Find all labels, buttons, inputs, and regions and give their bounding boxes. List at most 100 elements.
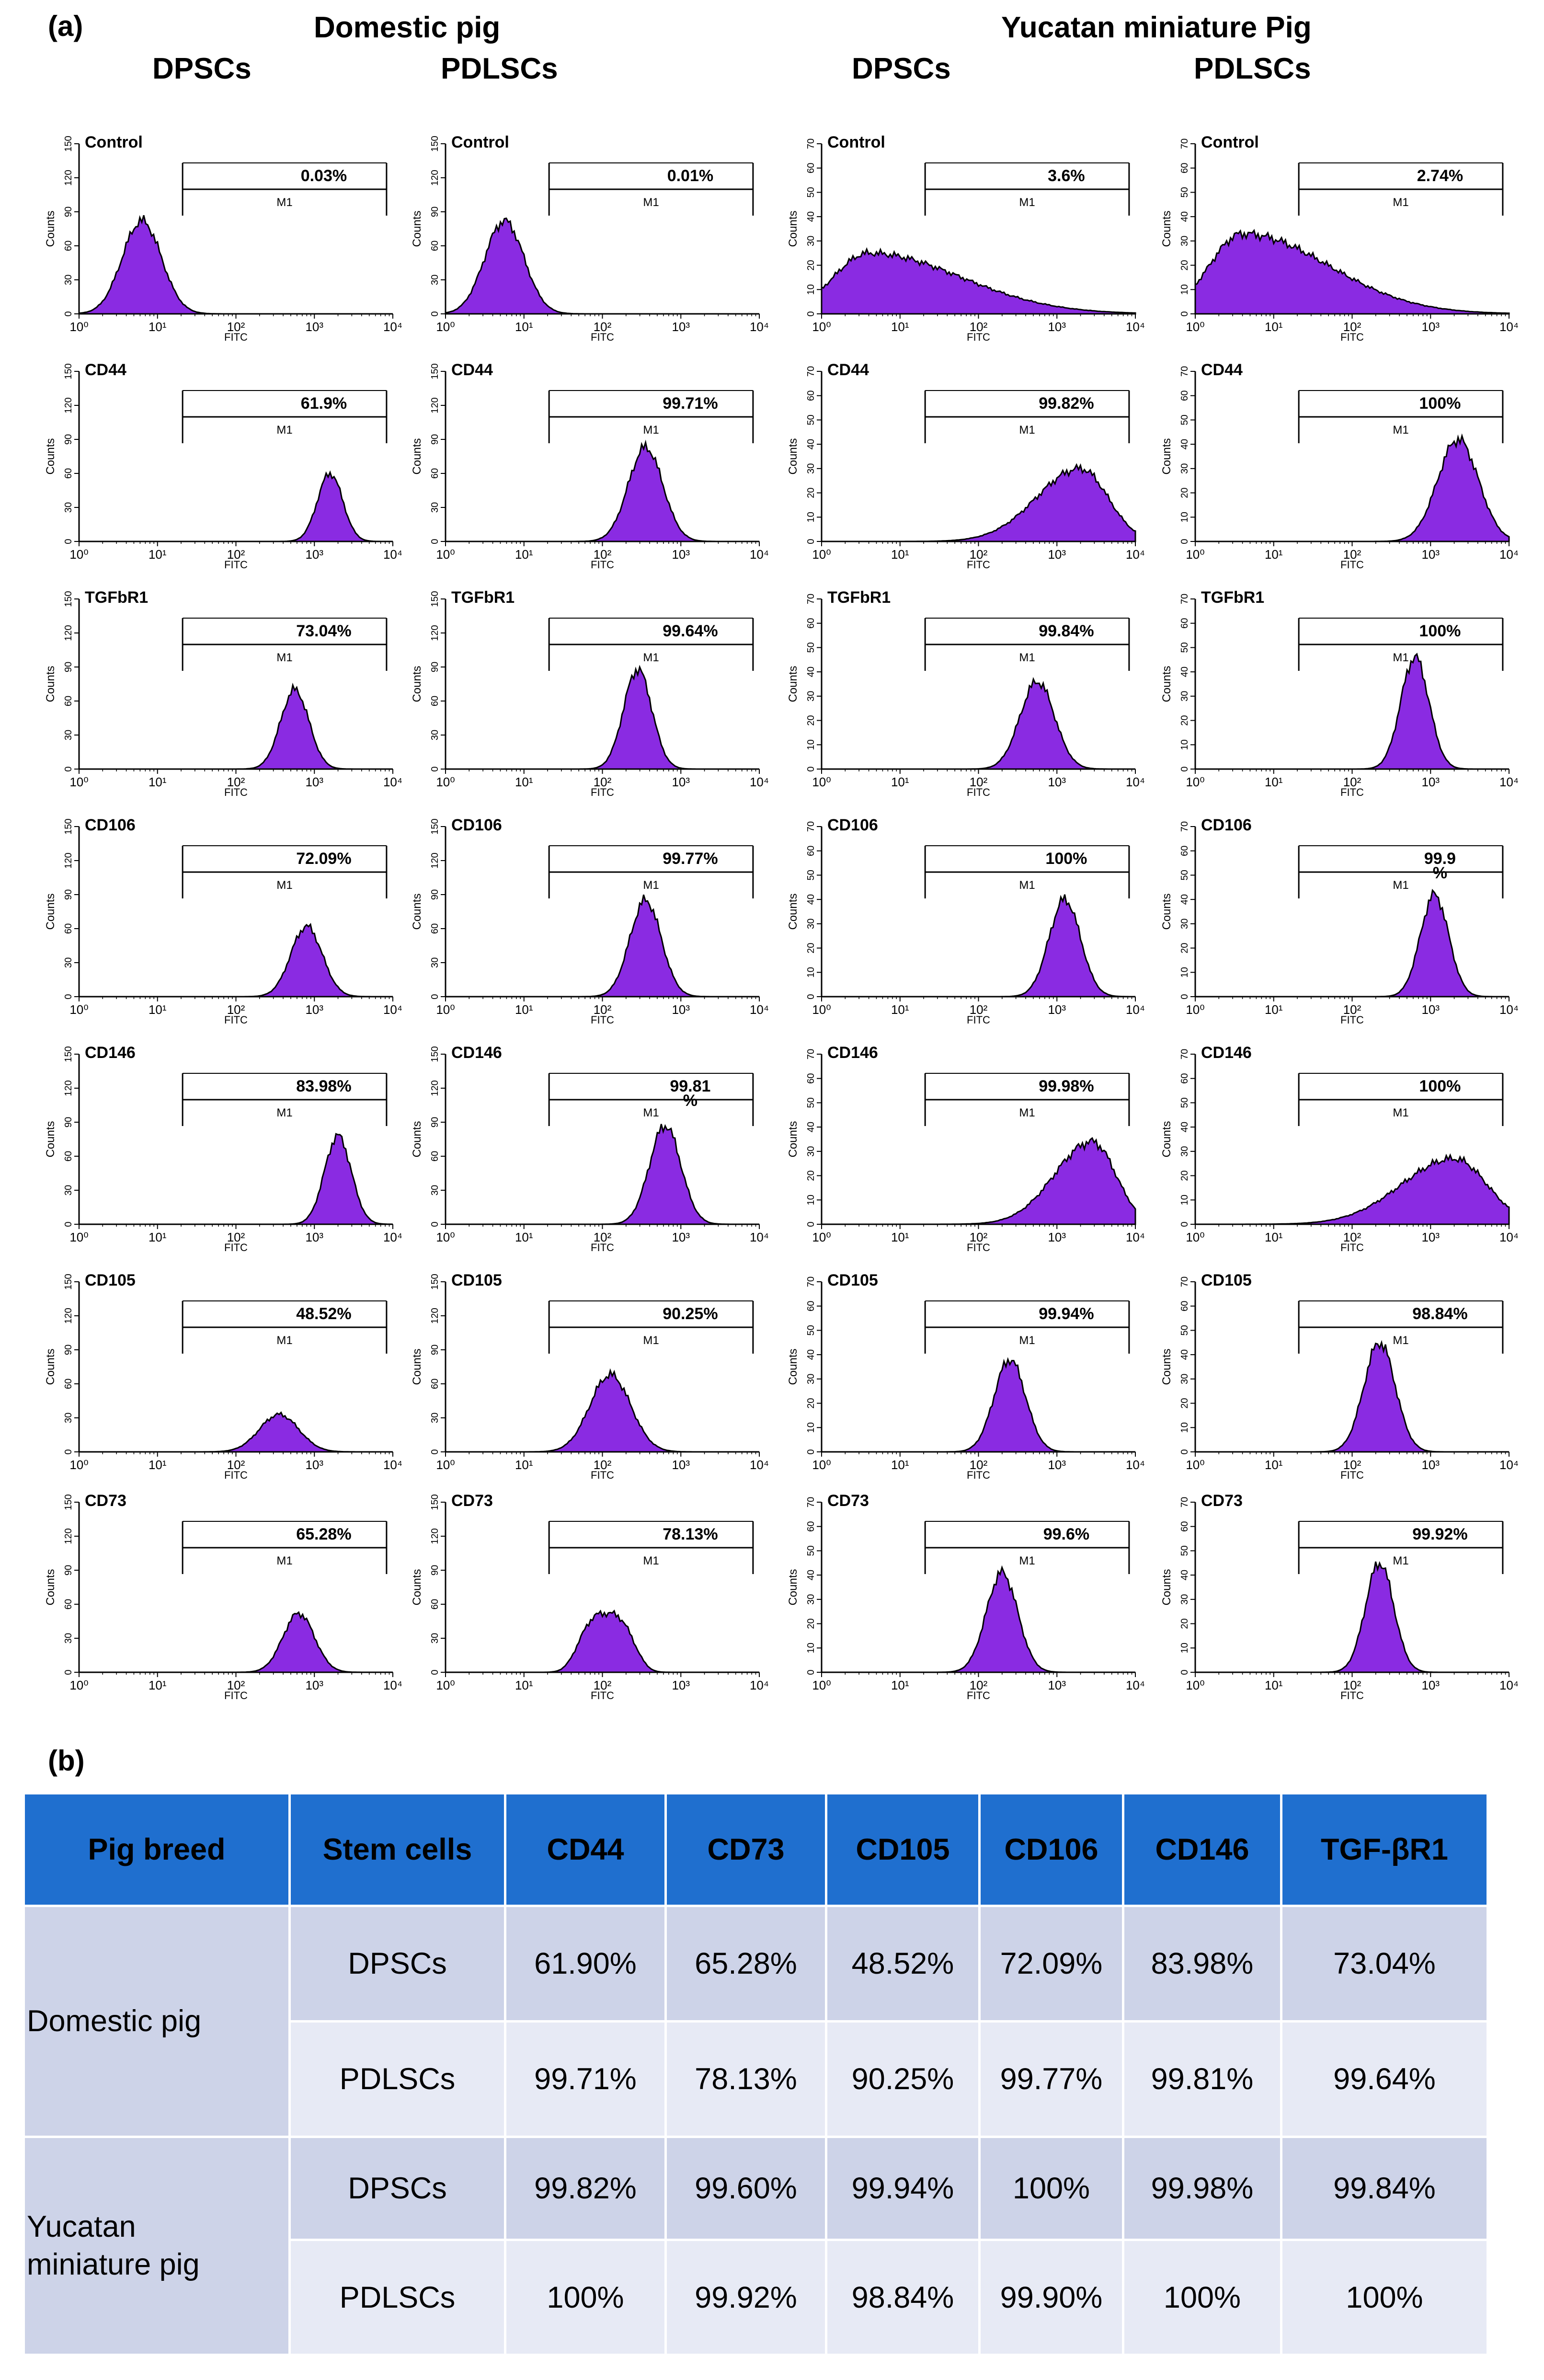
y-tick-label: 60 (63, 1151, 74, 1161)
y-tick-label: 120 (430, 852, 440, 868)
header-pig-breed: Pig breed (23, 1792, 291, 1907)
y-tick-label: 60 (806, 846, 816, 856)
y-tick-label: 60 (63, 1379, 74, 1389)
y-tick-label: 10 (806, 967, 816, 977)
y-tick-label: 30 (63, 1185, 74, 1196)
y-tick-label: 150 (63, 1274, 74, 1289)
gate-label: M1 (643, 651, 659, 664)
y-tick-label: 120 (430, 1080, 440, 1096)
table-cell: 48.52% (825, 1905, 981, 2023)
y-tick-label: 0 (430, 994, 440, 999)
y-tick-label: 150 (63, 1046, 74, 1062)
y-axis-label: Counts (44, 438, 57, 474)
x-tick-label: 10² (227, 1458, 245, 1472)
y-tick-label: 70 (1179, 366, 1190, 377)
x-axis-label: FITC (967, 331, 990, 343)
y-tick-label: 10 (1179, 739, 1190, 750)
histogram-peak (1195, 1153, 1510, 1225)
y-tick-label: 90 (63, 889, 74, 900)
marker-label: CD146 (451, 1044, 502, 1062)
x-tick-label: 10² (1343, 547, 1361, 562)
x-axis-label: FITC (1340, 1469, 1364, 1481)
percent-positive-label: 78.13% (663, 1525, 718, 1543)
x-tick-label: 10¹ (891, 1678, 909, 1692)
y-tick-label: 90 (63, 662, 74, 672)
y-tick-label: 150 (63, 136, 74, 151)
table-cell: 61.90% (504, 1905, 667, 2023)
histogram-peak (79, 1611, 393, 1673)
y-tick-label: 30 (806, 1594, 816, 1605)
y-axis-label: Counts (411, 893, 423, 930)
x-axis-label: FITC (591, 786, 614, 798)
y-axis-label: Counts (787, 210, 800, 247)
x-tick-label: 10⁴ (383, 1002, 402, 1017)
y-tick-label: 120 (430, 1308, 440, 1323)
y-tick-label: 60 (430, 1599, 440, 1610)
table-cell: 99.77% (978, 2020, 1124, 2138)
marker-label: CD106 (85, 816, 136, 834)
table-cell: 100% (1122, 2239, 1282, 2356)
y-tick-label: 120 (63, 397, 74, 413)
x-tick-label: 10¹ (1265, 775, 1283, 789)
x-tick-label: 10² (594, 320, 612, 334)
y-tick-label: 0 (806, 1669, 816, 1675)
x-axis-label: FITC (591, 1469, 614, 1481)
percent-positive-label: 99.64% (663, 622, 718, 640)
y-tick-label: 90 (430, 662, 440, 672)
x-tick-label: 10³ (305, 1678, 323, 1692)
x-tick-label: 10¹ (515, 320, 533, 334)
y-axis-label: Counts (44, 893, 57, 930)
x-tick-label: 10⁴ (383, 547, 402, 562)
y-axis-label: Counts (1160, 1348, 1173, 1385)
gate-label: M1 (276, 196, 292, 209)
histogram-peak (1195, 1561, 1509, 1673)
y-tick-label: 10 (806, 1643, 816, 1653)
histogram-peak (446, 665, 759, 770)
percent-positive-label: 99.92% (1412, 1525, 1467, 1543)
y-tick-label: 40 (1179, 1570, 1190, 1580)
table-cell: 90.25% (825, 2020, 981, 2138)
y-tick-label: 0 (63, 311, 74, 316)
histogram-peak (446, 1609, 759, 1673)
y-tick-label: 50 (806, 1097, 816, 1108)
x-axis-label: FITC (224, 1014, 248, 1026)
histogram-peak (446, 439, 759, 542)
y-tick-label: 30 (806, 919, 816, 929)
x-tick-label: 10⁴ (1126, 1678, 1145, 1692)
y-tick-label: 10 (806, 1422, 816, 1433)
y-axis-label: Counts (1160, 666, 1173, 702)
gate-label: M1 (276, 1334, 292, 1347)
y-tick-label: 60 (1179, 1073, 1190, 1084)
table-row: PDLSCs 99.71% 78.13% 90.25% 99.77% 99.81… (24, 2020, 1489, 2138)
x-axis-label: FITC (967, 559, 990, 571)
percent-positive-label: 90.25% (663, 1305, 718, 1323)
y-axis-label: Counts (411, 210, 423, 247)
panel-b-label: (b) (48, 1745, 85, 1777)
gate-label: M1 (1393, 196, 1408, 209)
y-tick-label: 150 (430, 818, 440, 834)
percent-positive-label: 99.84% (1039, 622, 1094, 640)
x-tick-label: 10⁰ (1186, 320, 1204, 334)
x-tick-label: 10⁰ (1186, 1002, 1204, 1017)
marker-label: CD105 (85, 1271, 136, 1289)
y-tick-label: 40 (1179, 667, 1190, 677)
y-tick-label: 70 (806, 594, 816, 604)
x-axis-label: FITC (224, 331, 248, 343)
y-tick-label: 120 (430, 170, 440, 185)
gate-label: M1 (276, 424, 292, 437)
marker-label: CD73 (827, 1492, 869, 1510)
x-tick-label: 10⁴ (383, 1678, 402, 1692)
x-tick-label: 10⁴ (1499, 1678, 1519, 1692)
marker-label: TGFbR1 (451, 588, 515, 607)
histogram-peak (822, 894, 1135, 998)
marker-label: CD44 (827, 361, 869, 379)
histogram-peak (79, 1133, 393, 1225)
y-tick-label: 30 (806, 1146, 816, 1157)
marker-label: CD105 (451, 1271, 502, 1289)
y-tick-label: 40 (806, 211, 816, 222)
y-tick-label: 70 (1179, 594, 1190, 604)
x-tick-label: 10⁰ (1186, 1230, 1204, 1244)
x-tick-label: 10² (1343, 1002, 1361, 1017)
x-tick-label: 10² (594, 1678, 612, 1692)
y-tick-label: 50 (806, 1545, 816, 1556)
